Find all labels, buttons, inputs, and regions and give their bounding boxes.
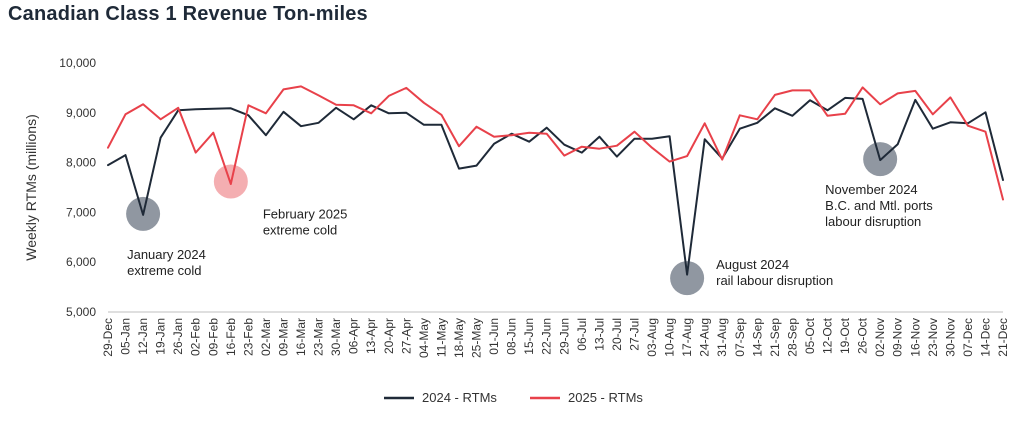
series-lines <box>107 85 1004 276</box>
x-tick-label: 30-Nov <box>943 318 957 357</box>
x-tick-label: 23-Nov <box>926 318 940 357</box>
axes: 5,000 6,000 7,000 8,000 9,000 10,000 Weekly RT… <box>23 56 1010 358</box>
x-tick-label: 04-May <box>417 318 431 358</box>
y-tick-label: 5,000 <box>66 305 96 319</box>
x-tick-label: 12-Oct <box>821 317 835 354</box>
series-line-2024 <box>107 96 1004 276</box>
x-tick-label: 26-Oct <box>856 317 870 354</box>
x-tick-label: 19-Jan <box>154 318 168 355</box>
x-tick-label: 20-Apr <box>382 318 396 354</box>
annotation-label: August 2024 <box>716 257 789 272</box>
x-tick-label: 23-Mar <box>312 318 326 356</box>
y-tick-label: 8,000 <box>66 156 96 170</box>
legend-label: 2024 - RTMs <box>422 390 497 405</box>
x-tick-label: 09-Nov <box>891 318 905 357</box>
x-tick-label: 02-Mar <box>259 318 273 356</box>
chart-title: Canadian Class 1 Revenue Ton-miles <box>8 3 368 25</box>
x-tick-label: 12-Jan <box>136 318 150 355</box>
x-tick-label: 17-Aug <box>680 318 694 357</box>
x-tick-label: 13-Jul <box>592 318 606 351</box>
x-tick-label: 27-Apr <box>399 318 413 354</box>
x-tick-label: 16-Feb <box>224 318 238 356</box>
x-tick-label: 23-Feb <box>241 318 255 356</box>
x-tick-label: 29-Jun <box>557 318 571 355</box>
y-tick-label: 9,000 <box>66 106 96 120</box>
x-tick-label: 11-May <box>434 318 448 357</box>
annotation-label: extreme cold <box>127 263 201 278</box>
x-tick-label: 21-Dec <box>996 318 1010 357</box>
annotation-label: B.C. and Mtl. ports <box>825 198 933 213</box>
annotation-label: rail labour disruption <box>716 273 833 288</box>
legend: 2024 - RTMs 2025 - RTMs <box>384 390 643 405</box>
y-tick-label: 10,000 <box>59 56 96 70</box>
y-axis-label: Weekly RTMs (millions) <box>23 114 39 261</box>
x-tick-label: 16-Mar <box>294 318 308 356</box>
x-tick-label: 06-Jul <box>575 318 589 351</box>
x-tick-label: 07-Sep <box>733 318 747 357</box>
x-tick-label: 20-Jul <box>610 318 624 351</box>
x-tick-label: 14-Sep <box>750 318 764 357</box>
x-tick-label: 29-Dec <box>101 318 115 357</box>
x-tick-label: 13-Apr <box>364 318 378 354</box>
x-tick-label: 05-Oct <box>803 317 817 354</box>
x-tick-label: 06-Apr <box>347 318 361 354</box>
x-tick-label: 31-Aug <box>715 318 729 357</box>
x-tick-label: 21-Sep <box>768 318 782 357</box>
x-tick-label: 09-Mar <box>276 318 290 356</box>
x-tick-label: 10-Aug <box>663 318 677 357</box>
x-tick-label: 22-Jun <box>540 318 554 355</box>
x-tick-label: 15-Jun <box>522 318 536 355</box>
x-tick-label: 24-Aug <box>698 318 712 357</box>
x-tick-label: 02-Nov <box>873 318 887 357</box>
x-tick-label: 25-May <box>470 318 484 358</box>
x-tick-label: 18-May <box>452 318 466 358</box>
annotation-label: January 2024 <box>127 247 206 262</box>
x-tick-label: 19-Oct <box>838 317 852 354</box>
x-tick-label: 26-Jan <box>171 318 185 355</box>
legend-label: 2025 - RTMs <box>568 390 643 405</box>
x-tick-label: 16-Nov <box>908 318 922 357</box>
x-tick-label: 28-Sep <box>785 318 799 357</box>
annotation-label: labour disruption <box>825 214 921 229</box>
x-tick-label: 08-Jun <box>505 318 519 355</box>
annotation-label: February 2025 <box>263 207 348 222</box>
annotation-label: extreme cold <box>263 223 337 238</box>
y-tick-label: 7,000 <box>66 205 96 219</box>
x-tick-label: 03-Aug <box>645 318 659 357</box>
x-tick-label: 09-Feb <box>206 318 220 356</box>
x-tick-label: 02-Feb <box>189 318 203 356</box>
y-tick-label: 6,000 <box>66 255 96 269</box>
annotation-label: November 2024 <box>825 182 918 197</box>
x-tick-label: 30-Mar <box>329 318 343 356</box>
x-tick-label: 01-Jun <box>487 318 501 355</box>
x-tick-label: 07-Dec <box>961 318 975 357</box>
annotation-marker <box>670 261 705 296</box>
x-tick-label: 14-Dec <box>978 318 992 357</box>
series-line-2025 <box>107 85 1004 201</box>
x-tick-label: 27-Jul <box>627 318 641 351</box>
x-tick-label: 05-Jan <box>119 318 133 355</box>
